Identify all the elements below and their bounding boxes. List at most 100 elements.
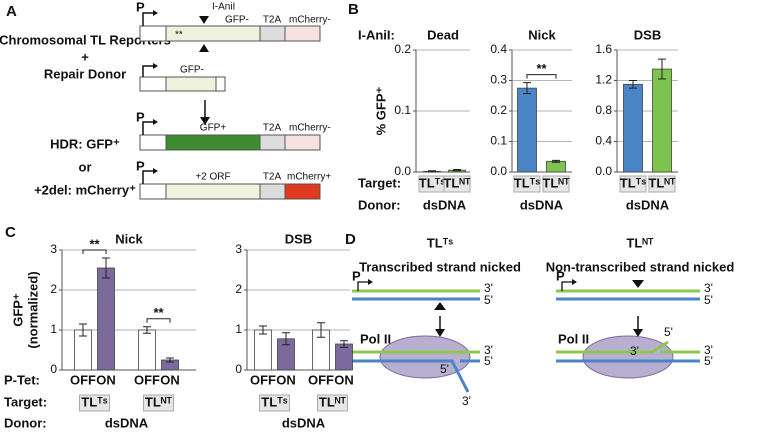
promoter: P: [556, 268, 565, 283]
end-label: 3': [484, 281, 493, 295]
label: Chromosomal TL Reporters: [0, 32, 171, 47]
x-tick-label: ON: [96, 372, 116, 387]
arrowhead: [153, 119, 158, 125]
arrowhead: [200, 117, 210, 125]
category-box: [443, 175, 471, 193]
end-label: 3': [484, 343, 493, 357]
x-tick-label: TLᴺᵀ: [542, 175, 570, 190]
group-label: TLᴺᵀ: [319, 394, 347, 409]
end-label: 5': [440, 362, 449, 376]
significance-label: **: [153, 305, 164, 320]
promoter-arrow: [142, 65, 153, 77]
chart-title: Nick: [528, 27, 556, 42]
arrowhead: [633, 329, 643, 337]
y-tick-label: 2: [235, 282, 242, 296]
y-tick-label: 0.2: [490, 103, 507, 117]
significance-bracket: [526, 74, 557, 79]
caption: Transcribed strand nicked: [359, 259, 521, 274]
construct: [139, 25, 321, 42]
arrowhead: [435, 329, 445, 337]
panel-label: C: [5, 224, 16, 241]
y-tick-label: 0.0: [490, 164, 507, 178]
error-bar: [340, 340, 348, 348]
construct: [139, 76, 226, 92]
y-tick-label: 0.4: [490, 42, 507, 56]
y-tick-label: 0.1: [490, 134, 507, 148]
x-tick-label: TLᵀˢ: [620, 175, 647, 190]
y-tick-label: 1: [50, 322, 57, 336]
end-label: 3': [704, 281, 713, 295]
label: +2del: mCherry⁺: [34, 182, 136, 197]
category-box: [648, 175, 676, 193]
label: Pol II: [360, 331, 391, 346]
error-bar: [79, 323, 87, 337]
label: Repair Donor: [44, 66, 126, 81]
y-tick-label: 1: [235, 322, 242, 336]
x-tick-label: ON: [276, 372, 296, 387]
x-tick-label: ON: [334, 372, 354, 387]
y-axis-label: (normalized): [25, 271, 40, 348]
y-tick-label: 0.3: [490, 73, 507, 87]
end-label: 3': [630, 344, 639, 358]
error-bar: [282, 332, 290, 346]
label: or: [79, 159, 92, 174]
error-bar: [166, 357, 174, 363]
row-label: Target:: [358, 175, 401, 190]
error-bar: [523, 82, 531, 95]
promoter: P: [136, 109, 145, 124]
bar: [97, 267, 115, 371]
row-label: P-Tet:: [4, 372, 40, 387]
x-tick-label: OFF: [134, 372, 160, 387]
error-bar: [552, 159, 560, 163]
panel-a: A Chromosomal TL Reporters + Repair Dono…: [0, 0, 331, 200]
heading: TLᴺᵀ: [626, 235, 654, 250]
promoter-arrow: [142, 12, 153, 26]
significance-label: **: [89, 236, 100, 251]
bar: [335, 343, 353, 371]
y-tick-label: 0.2: [394, 42, 411, 56]
label: GFP-: [225, 15, 249, 26]
y-axis-label: % GFP⁺: [373, 86, 388, 135]
significance-label: **: [536, 61, 547, 76]
x-tick-label: OFF: [308, 372, 334, 387]
arrowhead: [368, 279, 373, 285]
error-bar: [102, 257, 110, 279]
chart-title: Dead: [427, 27, 459, 42]
panel-label: B: [348, 1, 359, 18]
label: mCherry+: [287, 172, 331, 183]
label: I-AniI: [212, 2, 235, 13]
label: mCherry-: [289, 123, 331, 134]
row-label: Donor:: [4, 415, 47, 430]
end-label: 5': [484, 293, 493, 307]
x-tick-label: TLᴺᵀ: [648, 175, 676, 190]
donor-label: dsDNA: [626, 197, 670, 212]
x-tick-label: OFF: [250, 372, 276, 387]
y-tick-label: 1.2: [595, 73, 612, 87]
bar: [138, 329, 156, 371]
construct: [139, 183, 321, 200]
arrowhead: [572, 279, 577, 285]
label: mCherry-: [289, 15, 331, 26]
promoter: P: [136, 158, 145, 173]
category-box: [143, 394, 174, 412]
promoter-arrow: [561, 281, 572, 291]
label: HDR: GFP⁺: [50, 136, 120, 151]
error-bar: [428, 170, 436, 173]
dna-strand: [556, 340, 669, 354]
donor-label: dsDNA: [423, 197, 467, 212]
promoter: P: [136, 0, 145, 14]
donor-label: dsDNA: [105, 415, 149, 430]
end-label: 5': [484, 354, 493, 368]
y-axis-label: GFP⁺: [10, 293, 25, 327]
y-tick-label: 2: [50, 282, 57, 296]
dna-strand: [352, 359, 470, 393]
arrowhead: [153, 10, 158, 16]
panel-label: D: [345, 231, 356, 248]
caption: Non-transcribed strand nicked: [546, 259, 735, 274]
category-box: [259, 394, 290, 412]
y-tick-label: 3: [235, 242, 242, 256]
significance-bracket: [146, 318, 171, 323]
pol-ii: [582, 335, 674, 379]
panel-label: A: [6, 3, 17, 20]
